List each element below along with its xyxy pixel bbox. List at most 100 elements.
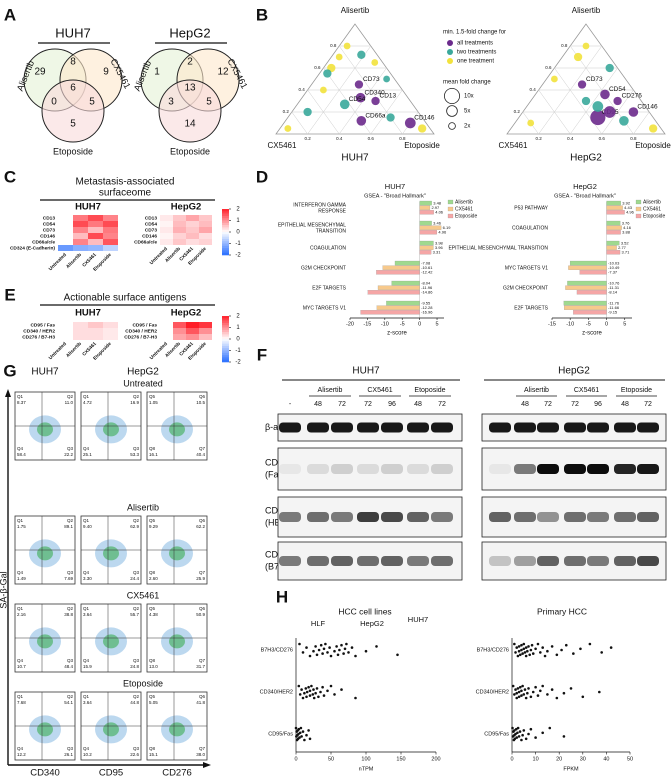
point	[529, 648, 533, 652]
colorbar-step	[222, 211, 229, 214]
x-tick-label: 0	[510, 756, 513, 762]
blot-band	[587, 512, 609, 522]
point	[308, 694, 312, 697]
venn-count: 2	[187, 57, 193, 68]
point	[297, 727, 301, 731]
point	[343, 647, 347, 651]
bar	[419, 230, 437, 235]
ternary-point	[371, 59, 379, 66]
quadrant-name: Q2	[67, 518, 74, 523]
blot-band	[279, 556, 301, 566]
colorbar-step	[222, 339, 229, 342]
quadrant-name: Q4	[17, 746, 24, 751]
bar	[419, 245, 434, 250]
colorbar-step	[222, 215, 229, 219]
colorbar-step	[222, 318, 229, 321]
flow-density	[37, 422, 53, 437]
heat-cell	[88, 328, 103, 334]
ternary-point	[355, 92, 366, 103]
quadrant-name: Q2	[67, 606, 74, 611]
colorbar-step	[222, 252, 229, 256]
flow-density	[103, 546, 119, 561]
flow-density	[37, 722, 53, 737]
quadrant-name: Q5	[149, 606, 156, 611]
venn-set: Etoposide	[170, 146, 210, 156]
blot-row-label: (Fas)	[265, 469, 286, 479]
heat-cell	[58, 322, 73, 328]
point	[301, 730, 305, 733]
point	[514, 651, 517, 654]
colorbar-label: 2	[236, 207, 240, 213]
category-label: CD340/HER2	[260, 689, 293, 695]
category-label: EPITHELIAL MESENCHYMAL TRANSITION	[448, 245, 548, 251]
x-tick-label: 10	[533, 756, 539, 762]
heat-cell	[103, 233, 118, 239]
point	[562, 735, 566, 738]
ternary-point	[404, 117, 416, 129]
row-label: CD73	[145, 227, 158, 233]
point	[517, 649, 521, 653]
point	[314, 691, 317, 695]
quadrant-percent: 10.5	[196, 400, 205, 405]
lane-label: 72	[644, 401, 652, 408]
blot-row-label: CD95	[265, 457, 288, 467]
colorbar-step	[222, 222, 229, 226]
point-label: CD73	[586, 76, 603, 83]
ternary-point	[648, 124, 658, 133]
blot-band	[307, 512, 329, 522]
point	[307, 729, 310, 732]
ternary-point	[339, 99, 350, 110]
point	[315, 687, 319, 690]
bar	[419, 250, 432, 255]
point	[541, 646, 544, 649]
colorbar-step	[222, 341, 229, 344]
heatmap-title: HUH7	[75, 202, 101, 213]
quadrant-name: Q2	[67, 394, 74, 399]
bar	[419, 240, 434, 246]
heat-cell	[73, 322, 88, 328]
colorbar-step	[222, 227, 229, 230]
point	[308, 689, 312, 693]
legend-label: Etoposide	[455, 213, 477, 219]
point	[300, 735, 303, 738]
category-label: COAGULATION	[310, 245, 346, 251]
quadrant-percent: 11.0	[65, 400, 74, 405]
venn-count: 3	[168, 97, 174, 108]
point-label: CD54	[609, 86, 626, 93]
legend-label: CX5461	[643, 206, 661, 212]
point	[350, 646, 354, 649]
ternary-tick: 0.6	[368, 136, 375, 141]
blot-band	[489, 512, 511, 522]
heat-cell	[173, 322, 186, 328]
point	[526, 649, 529, 653]
quadrant-percent: 7.69	[64, 576, 73, 581]
blot-band	[331, 556, 353, 566]
colorbar-label: 2	[236, 314, 240, 320]
colorbar-label: -1	[235, 241, 241, 247]
heat-cell	[186, 322, 199, 328]
ternary-tick: 0.2	[304, 136, 311, 141]
category-label: TRANSITION	[316, 228, 347, 234]
point	[514, 688, 517, 691]
annotation: HepG2	[360, 619, 384, 628]
point	[521, 733, 524, 737]
category-label: P53 PATHWAY	[514, 205, 548, 211]
ternary-point	[371, 96, 380, 106]
value-label: -12.28	[421, 305, 433, 310]
point	[326, 689, 329, 693]
ternary-frame	[275, 23, 435, 135]
point	[522, 642, 526, 646]
vertex-label: Alisertib	[341, 6, 370, 15]
quadrant-percent: 44.8	[130, 700, 139, 705]
blot-band	[307, 422, 329, 433]
heat-cell	[160, 322, 173, 328]
point	[518, 653, 522, 657]
heat-cell	[73, 233, 88, 239]
value-label: 3.76	[622, 220, 631, 225]
point	[528, 653, 531, 657]
heat-cell	[103, 239, 118, 245]
quadrant-name: Q8	[149, 446, 156, 451]
legend-label: 5x	[464, 109, 470, 115]
blot-band	[307, 556, 329, 566]
ternary-tick: 0.4	[336, 136, 343, 141]
